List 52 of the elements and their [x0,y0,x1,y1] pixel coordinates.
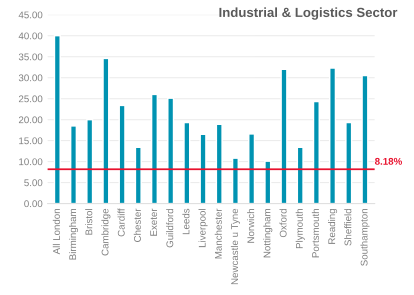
x-tick-label: Chester [134,208,141,242]
bar [183,122,190,204]
x-tick-label: Guildford [166,209,174,248]
bar [345,122,352,204]
bar [118,104,126,204]
bar [134,146,142,204]
x-tick-label: Nottingham [263,209,272,258]
y-tick-label: 40.00 [18,32,42,40]
x-tick-label: Cardiff [118,208,125,236]
x-tick-label: Birmingham [68,209,78,260]
x-tick-label: Leeds [182,208,190,234]
bar [296,146,304,204]
bar [232,158,239,204]
bar [167,98,174,204]
x-tick-label: Liverpool [198,209,208,248]
y-tick-label: 30.00 [18,74,42,82]
bar [86,118,94,204]
bar [361,74,368,204]
bar [70,125,78,204]
x-tick-label: Norwich [247,209,254,243]
x-tick-label: All London [52,209,60,254]
y-tick-label: 15.00 [19,137,42,144]
y-tick-label: 20.00 [18,116,42,124]
y-tick-label: 10.00 [19,158,42,166]
chart-title: Industrial & Logistics Sector [219,7,398,20]
y-tick-label: 5.00 [24,179,42,186]
y-tick-label: 35.00 [18,53,42,60]
x-tick-label: Cambridge [101,208,110,256]
x-tick-label: Exeter [150,208,158,236]
ref-line-label: 8.18% [374,158,402,165]
bar [264,160,272,204]
bar [216,124,223,204]
bar [248,133,256,204]
x-tick-label: Reading [328,209,338,244]
x-tick-label: Newcastle u Tyne [230,208,240,284]
x-tick-label: Plymouth [296,209,305,248]
y-tick-label: 45.00 [18,11,42,18]
bar [280,68,288,204]
x-tick-label: Oxford [279,209,287,238]
y-tick-label: 0.00 [24,200,42,208]
bar [312,100,320,204]
x-tick-label: Southampton [360,209,370,266]
y-tick-label: 25.00 [18,95,42,102]
bar [200,134,207,204]
bar [329,67,336,204]
x-tick-label: Sheffield [344,209,352,246]
bar [150,94,158,204]
x-tick-label: Bristol [85,209,92,235]
bar [102,58,110,204]
bar [54,35,61,204]
x-tick-label: Portsmouth [312,209,319,258]
x-tick-label: Manchester [214,208,222,258]
